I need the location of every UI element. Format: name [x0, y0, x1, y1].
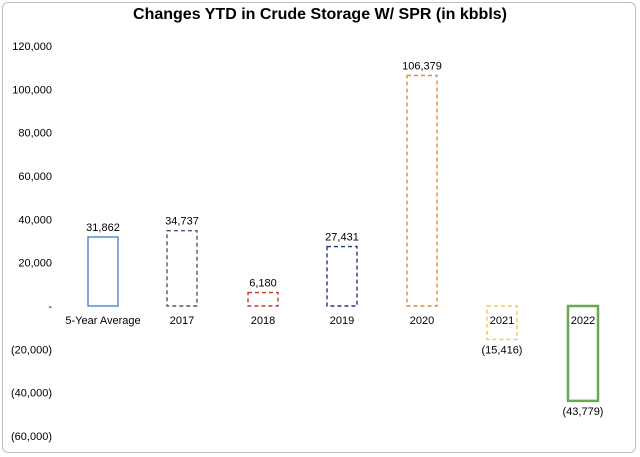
category-label: 2017	[170, 315, 194, 327]
category-label: 2019	[330, 315, 354, 327]
y-tick-label: 60,000	[18, 171, 52, 183]
bar-2017	[166, 230, 198, 307]
y-tick-label: (60,000)	[11, 431, 52, 443]
category-label: 2022	[571, 315, 595, 327]
bar-2022	[566, 304, 600, 403]
data-label: (43,779)	[563, 406, 604, 418]
bar-2018	[247, 291, 279, 307]
category-label: 5-Year Average	[65, 315, 140, 327]
y-tick-label: 120,000	[12, 41, 52, 53]
data-label: 34,737	[165, 216, 199, 228]
bar-2019	[326, 245, 358, 307]
data-label: (15,416)	[482, 344, 523, 356]
category-label: 2020	[410, 315, 434, 327]
y-tick-label: (20,000)	[11, 344, 52, 356]
y-axis: 120,000 100,000 80,000 60,000 40,000 20,000 - (…	[11, 41, 52, 443]
y-tick-label: (40,000)	[11, 388, 52, 400]
y-tick-label: 100,000	[12, 84, 52, 96]
data-label: 6,180	[249, 278, 277, 290]
y-tick-label: 20,000	[18, 258, 52, 270]
y-tick-label: -	[48, 301, 52, 313]
data-label: 27,431	[325, 232, 359, 244]
category-label: 2021	[490, 315, 514, 327]
category-label: 2018	[251, 315, 275, 327]
bar-2021	[486, 305, 518, 341]
data-label: 106,379	[402, 61, 442, 73]
bar-5-year-average	[87, 236, 119, 307]
category-labels: 5-Year Average 2017 2018 2019 2020 2021 2022	[65, 315, 595, 327]
data-label: 31,862	[86, 222, 120, 234]
y-tick-label: 80,000	[18, 128, 52, 140]
chart-frame	[2, 2, 636, 453]
bar-2020	[406, 74, 438, 307]
y-tick-label: 40,000	[18, 214, 52, 226]
bars	[87, 74, 600, 403]
chart-title: Changes YTD in Crude Storage W/ SPR (in …	[133, 6, 507, 23]
data-labels: 31,862 34,737 6,180 27,431 106,379 (15,416) (4…	[86, 61, 603, 418]
